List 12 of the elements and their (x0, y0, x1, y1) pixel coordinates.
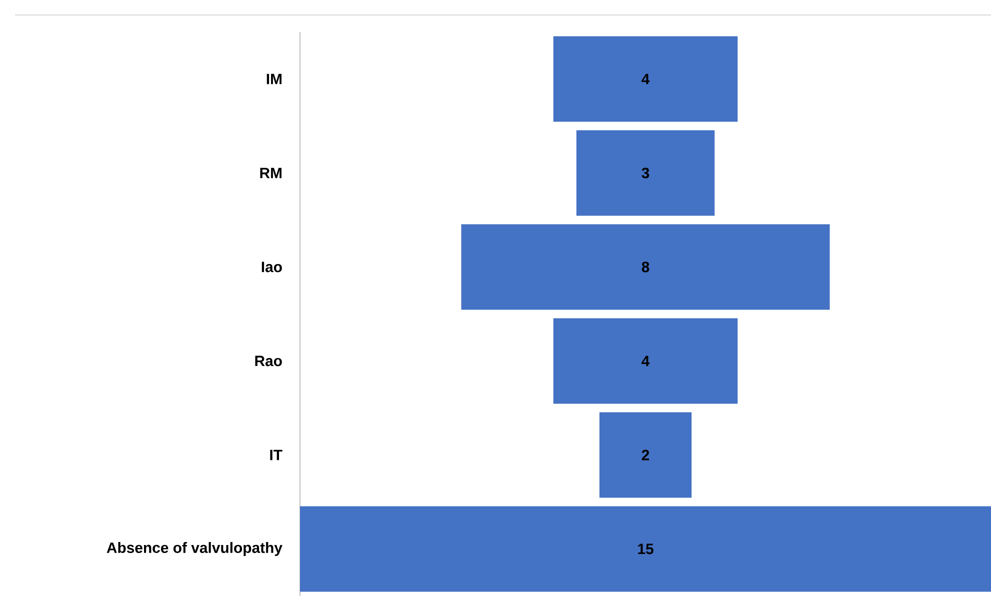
category-label: Iao (262, 262, 282, 272)
category-label: IM (266, 74, 282, 84)
data-label: 4 (642, 74, 650, 84)
category-label: IT (270, 450, 282, 460)
data-label: 15 (638, 544, 654, 554)
data-label: 2 (642, 450, 650, 460)
category-label: RM (260, 168, 282, 178)
data-label: 3 (642, 168, 650, 178)
category-label: Rao (255, 356, 282, 366)
data-label: 4 (642, 356, 650, 366)
data-label: 8 (642, 262, 650, 272)
category-label: Absence of valvulopathy (106, 542, 282, 556)
